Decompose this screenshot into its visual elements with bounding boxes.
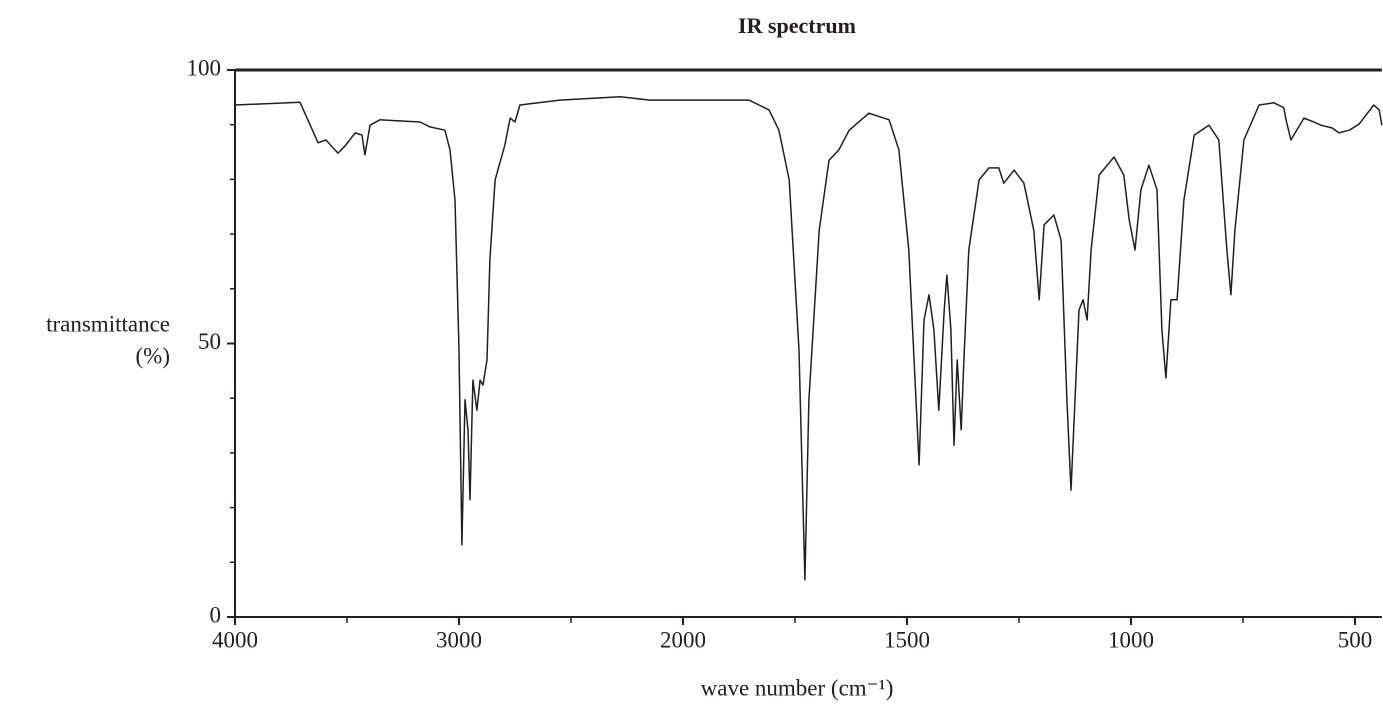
x-tick-label: 500 [1338, 627, 1373, 652]
y-tick-label: 100 [187, 55, 222, 80]
y-tick-label: 50 [198, 329, 221, 354]
x-tick-label: 2000 [660, 627, 706, 652]
y-axis-label: (%) [136, 343, 170, 368]
chart-title: IR spectrum [738, 13, 856, 38]
x-tick-label: 4000 [212, 627, 258, 652]
y-tick-label: 0 [210, 602, 222, 627]
x-axis-label: wave number (cm⁻¹) [701, 675, 894, 700]
spectrum-line [234, 96, 1383, 581]
x-tick-label: 1500 [884, 627, 930, 652]
x-tick-label: 3000 [436, 627, 482, 652]
x-tick-label: 1000 [1108, 627, 1154, 652]
y-axis-label: transmittance [46, 311, 170, 336]
